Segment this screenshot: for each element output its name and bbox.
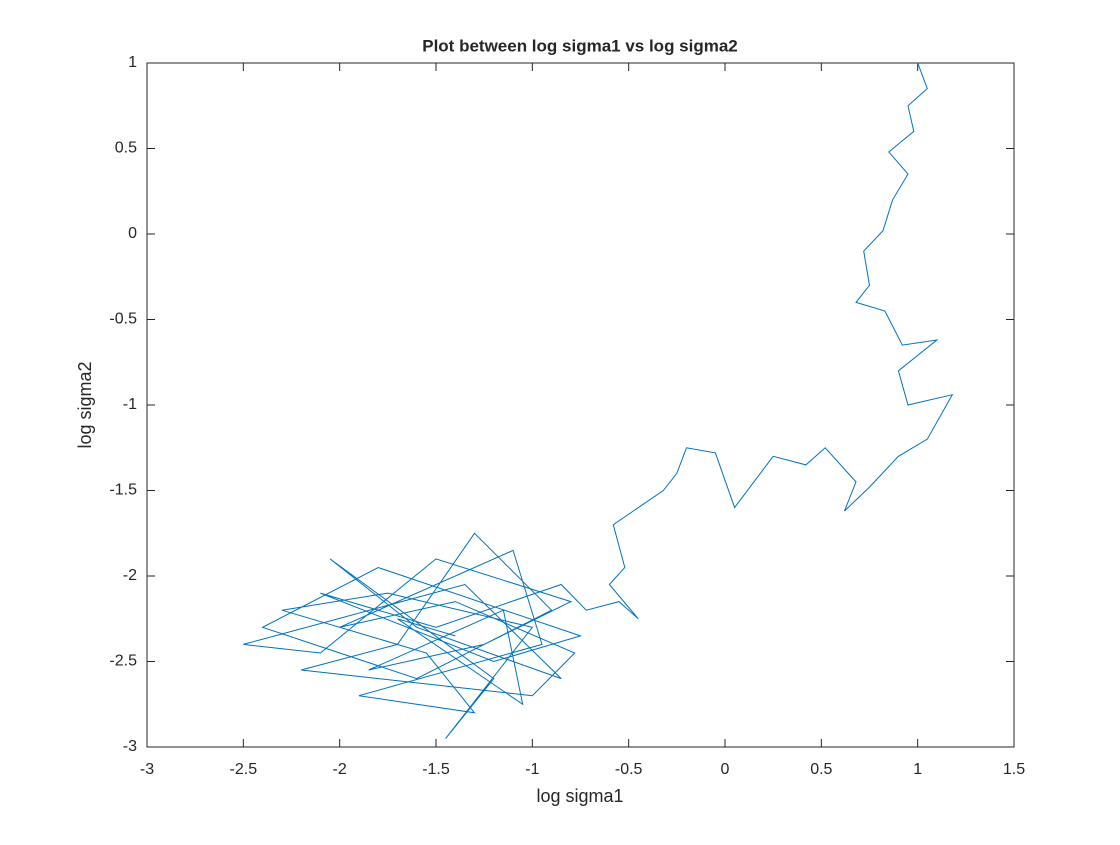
x-tick-label: -2 bbox=[333, 761, 347, 778]
x-axis-label: log sigma1 bbox=[536, 786, 623, 806]
y-tick-label: 0 bbox=[128, 225, 137, 242]
y-tick-label: -2.5 bbox=[109, 653, 137, 670]
y-tick-label: 1 bbox=[128, 54, 137, 71]
x-tick-label: 1.5 bbox=[1003, 761, 1025, 778]
y-tick-label: -1 bbox=[123, 396, 137, 413]
data-line bbox=[243, 62, 954, 739]
y-tick-label: -2 bbox=[123, 567, 137, 584]
y-tick-label: -3 bbox=[123, 738, 137, 755]
chart-title: Plot between log sigma1 vs log sigma2 bbox=[422, 36, 738, 55]
x-tick-label: -1 bbox=[525, 761, 539, 778]
x-tick-label: -2.5 bbox=[230, 761, 258, 778]
x-tick-label: -3 bbox=[140, 761, 154, 778]
y-axis-label: log sigma2 bbox=[75, 361, 95, 448]
x-tick-label: -1.5 bbox=[422, 761, 450, 778]
y-tick-label: -1.5 bbox=[109, 482, 137, 499]
plot-frame bbox=[146, 62, 1015, 748]
x-tick-label: 0.5 bbox=[810, 761, 832, 778]
x-tick-label: 0 bbox=[721, 761, 730, 778]
y-tick-label: -0.5 bbox=[109, 311, 137, 328]
x-tick-label: -0.5 bbox=[615, 761, 643, 778]
y-tick-label: 0.5 bbox=[115, 140, 137, 157]
x-tick-label: 1 bbox=[913, 761, 922, 778]
